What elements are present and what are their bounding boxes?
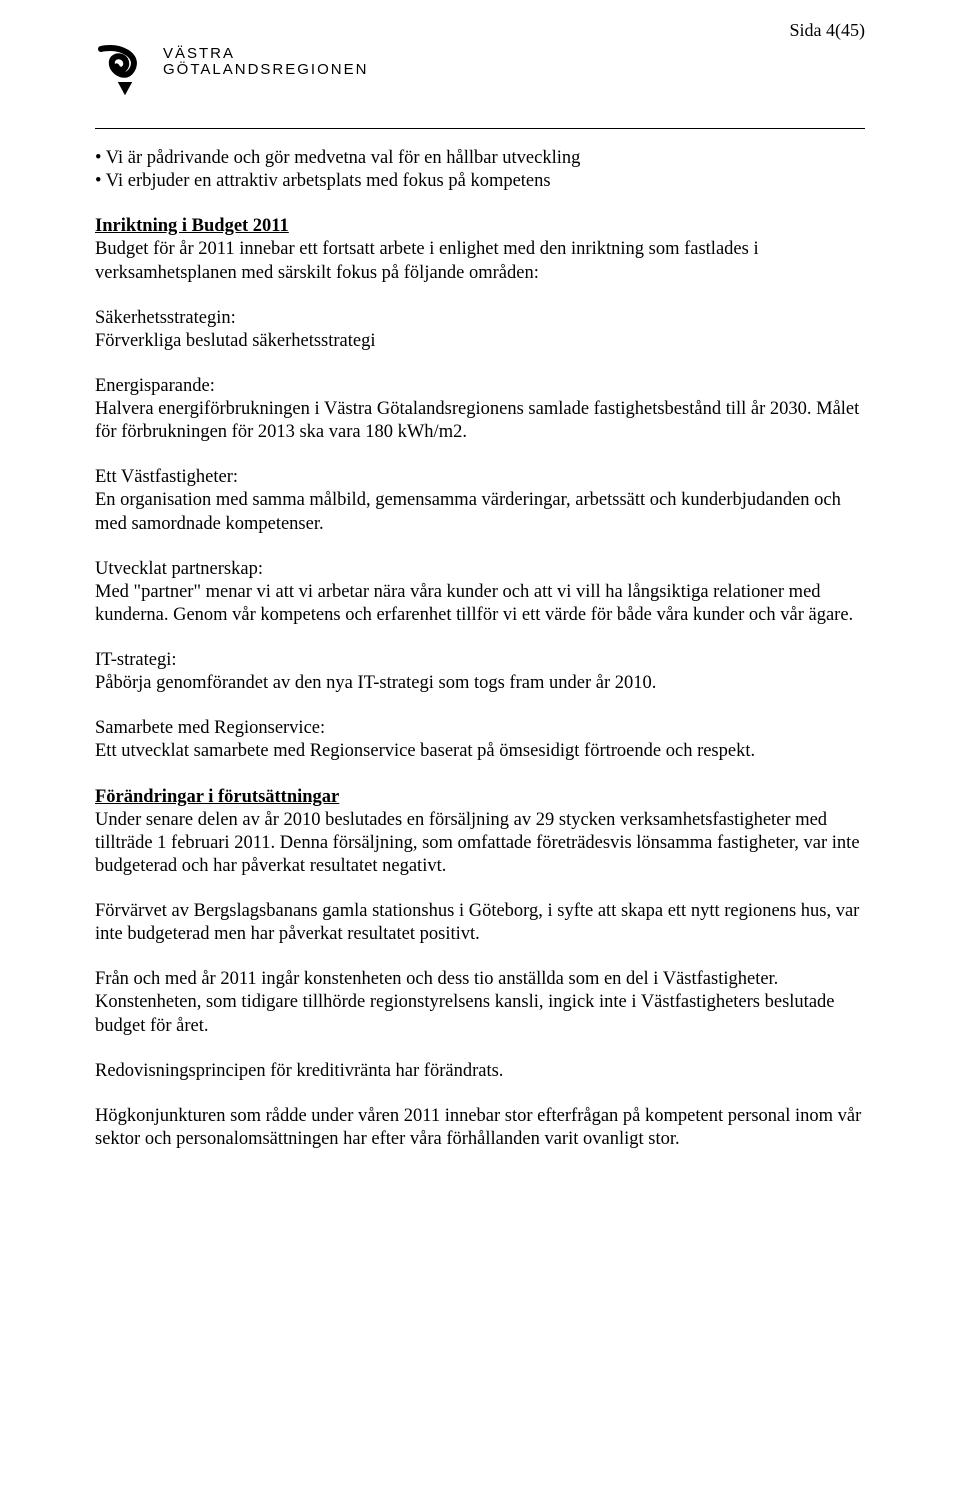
logo-text: VÄSTRA GÖTALANDSREGIONEN xyxy=(163,46,368,78)
paragraph: Halvera energiförbrukningen i Västra Göt… xyxy=(95,398,865,444)
section-label: Samarbete med Regionservice: xyxy=(95,717,865,740)
paragraph: Högkonjunkturen som rådde under våren 20… xyxy=(95,1105,865,1151)
section-label: Säkerhetsstrategin: xyxy=(95,307,865,330)
paragraph: Från och med år 2011 ingår konstenheten … xyxy=(95,968,865,1037)
logo-line-1: VÄSTRA xyxy=(163,46,368,62)
document-page: Sida 4(45) VÄSTRA GÖTALANDSREGIONEN Vi ä… xyxy=(0,0,960,1496)
section-label: Ett Västfastigheter: xyxy=(95,466,865,489)
bullet-item: Vi är pådrivande och gör medvetna val fö… xyxy=(95,147,865,170)
document-header: VÄSTRA GÖTALANDSREGIONEN xyxy=(95,40,865,100)
paragraph: Ett utvecklat samarbete med Regionservic… xyxy=(95,740,865,763)
paragraph: En organisation med samma målbild, gemen… xyxy=(95,489,865,535)
page-number: Sida 4(45) xyxy=(790,20,866,41)
section-heading: Förändringar i förutsättningar xyxy=(95,787,339,807)
body-content: Vi är pådrivande och gör medvetna val fö… xyxy=(95,147,865,1151)
logo-block: VÄSTRA GÖTALANDSREGIONEN xyxy=(95,40,368,100)
paragraph: Med "partner" menar vi att vi arbetar nä… xyxy=(95,581,865,627)
paragraph: Förvärvet av Bergslagsbanans gamla stati… xyxy=(95,900,865,946)
header-divider xyxy=(95,128,865,129)
paragraph: Under senare delen av år 2010 beslutades… xyxy=(95,809,865,878)
paragraph: Påbörja genomförandet av den nya IT-stra… xyxy=(95,672,865,695)
vgr-logo-icon xyxy=(95,40,155,100)
section-label: Energisparande: xyxy=(95,375,865,398)
paragraph: Förverkliga beslutad säkerhetsstrategi xyxy=(95,330,865,353)
section-heading: Inriktning i Budget 2011 xyxy=(95,216,289,236)
section-label: IT-strategi: xyxy=(95,649,865,672)
logo-line-2: GÖTALANDSREGIONEN xyxy=(163,62,368,78)
paragraph: Budget för år 2011 innebar ett fortsatt … xyxy=(95,238,865,284)
paragraph: Redovisningsprincipen för kreditivränta … xyxy=(95,1060,865,1083)
bullet-item: Vi erbjuder en attraktiv arbetsplats med… xyxy=(95,170,865,193)
section-label: Utvecklat partnerskap: xyxy=(95,558,865,581)
